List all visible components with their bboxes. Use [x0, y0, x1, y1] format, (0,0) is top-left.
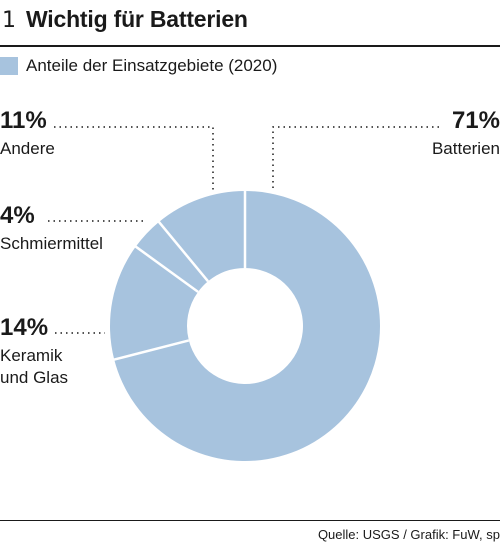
- category-label-andere: Andere: [0, 139, 55, 158]
- category-label-keramik-und-glas: und Glas: [0, 368, 68, 387]
- slice-keramik-und-glas: [110, 246, 199, 360]
- legend-swatch: [0, 57, 18, 75]
- slice-separator: [134, 245, 199, 293]
- legend-label: Anteile der Einsatzgebiete (2020): [26, 56, 278, 75]
- chart-title: Wichtig für Batterien: [26, 6, 248, 32]
- leader-line-andere: [54, 126, 214, 192]
- legend: Anteile der Einsatzgebiete (2020): [0, 56, 277, 76]
- value-label-schmiermittel: 4%: [0, 202, 35, 229]
- leader-line-batterien: [272, 126, 439, 192]
- slice-andere: [158, 191, 245, 282]
- footer-rule: [0, 520, 500, 521]
- value-label-keramik-und-glas: 14%: [0, 314, 48, 341]
- source-credit: Quelle: USGS / Grafik: FuW, sp: [317, 527, 500, 542]
- slice-batterien: [114, 191, 380, 461]
- header-rule: [0, 45, 500, 47]
- value-label-andere: 11%: [0, 107, 47, 134]
- category-label-keramik-und-glas: Keramik: [0, 346, 63, 365]
- slice-separator: [112, 339, 190, 362]
- slice-separator: [157, 220, 209, 283]
- slice-schmiermittel: [135, 221, 209, 292]
- category-label-batterien: Batterien: [432, 139, 500, 158]
- category-label-schmiermittel: Schmiermittel: [0, 234, 103, 253]
- figure-number: 1: [2, 8, 16, 33]
- value-label-batterien: 71%: [452, 107, 500, 134]
- chart-header: 1 Wichtig für Batterien: [0, 6, 248, 38]
